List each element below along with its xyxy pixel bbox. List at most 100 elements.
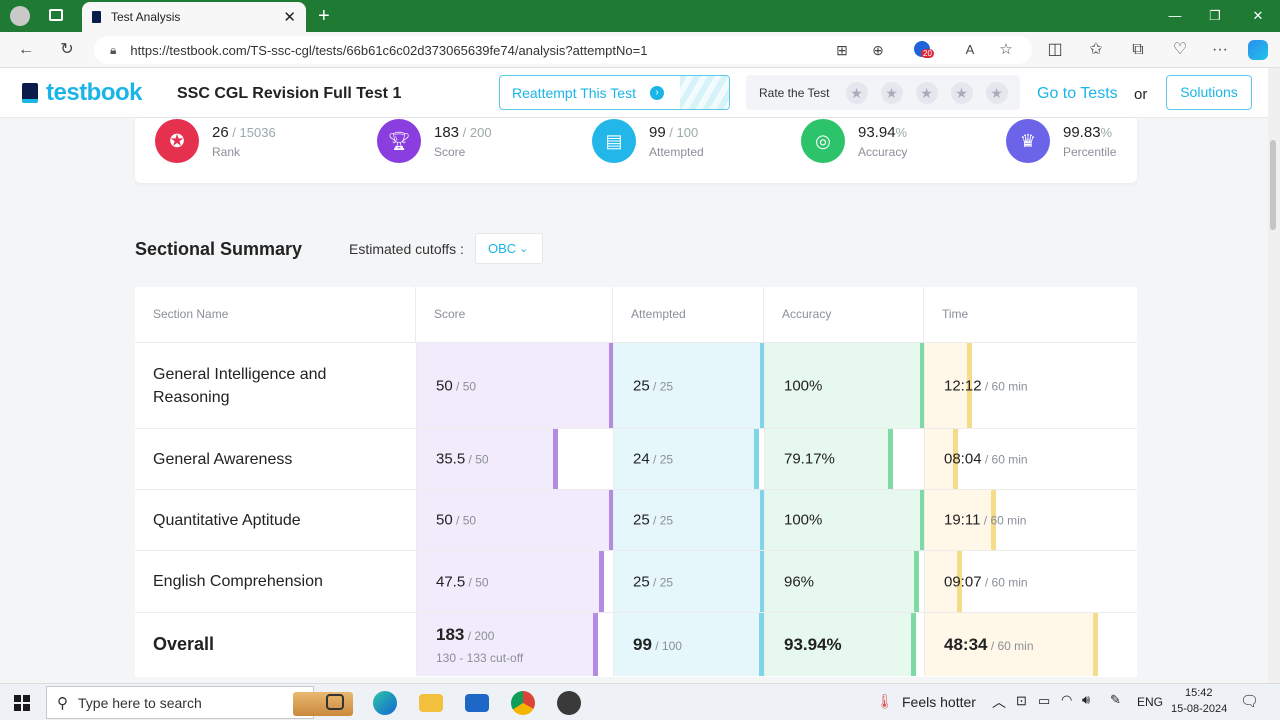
file-explorer-icon[interactable]	[419, 694, 443, 712]
task-view-icon[interactable]	[326, 694, 344, 710]
copilot-icon[interactable]	[1248, 40, 1268, 60]
new-tab-icon[interactable]: +	[318, 5, 330, 27]
volume-icon[interactable]: 🔊︎	[1082, 692, 1091, 707]
stat-total: %	[1100, 124, 1113, 140]
back-icon[interactable]: ←	[18, 41, 34, 58]
time-progress-fill	[925, 429, 953, 489]
decorative-stripe	[680, 76, 729, 109]
rating-star-3-icon[interactable]: ★	[915, 81, 938, 104]
rate-test-box: Rate the Test ★ ★ ★ ★ ★	[746, 75, 1020, 110]
tray-device-icon[interactable]: ⊡	[1016, 693, 1027, 708]
score-cell: 183 / 200 130 - 133 cut-off	[416, 613, 613, 676]
notification-icon[interactable]: 🗨︎	[1240, 693, 1260, 710]
refresh-icon[interactable]: ↻	[60, 41, 74, 58]
wifi-icon[interactable]: ◠	[1061, 692, 1073, 707]
rating-star-2-icon[interactable]: ★	[880, 81, 903, 104]
tab-actions-icon[interactable]	[49, 9, 63, 21]
overall-row: Overall 183 / 200 130 - 133 cut-off 99 / 10…	[135, 612, 1137, 676]
language-indicator[interactable]: ENG	[1137, 695, 1164, 709]
acc-value: 79.17%	[784, 450, 835, 468]
time-progress-marker	[991, 490, 996, 550]
rating-star-1-icon[interactable]: ★	[845, 81, 868, 104]
clock-time[interactable]: 15:42	[1185, 687, 1213, 699]
att-value: 99	[633, 634, 652, 654]
chrome-icon[interactable]	[511, 691, 535, 715]
favorite-star-icon[interactable]: ☆	[999, 41, 1013, 58]
favorites-icon[interactable]: ✩	[1089, 41, 1103, 58]
browser-essentials-icon[interactable]: ♡	[1172, 41, 1188, 58]
collections-icon[interactable]: ⧉	[1132, 41, 1144, 58]
score-total: / 50	[465, 452, 489, 467]
read-aloud-icon[interactable]: A	[965, 42, 975, 57]
reattempt-label: Reattempt This Test	[512, 85, 636, 101]
acc-cell: 100%	[764, 343, 925, 428]
tab-close-icon[interactable]: ✕	[283, 9, 296, 26]
restore-icon[interactable]: ❐	[1209, 8, 1221, 23]
tray-chevron-icon[interactable]: ︿	[992, 694, 1006, 710]
rate-label: Rate the Test	[759, 85, 830, 100]
score-text: 35.5 / 50	[436, 451, 489, 468]
stat-percentile: ♛ 99.83% Percentile	[1006, 118, 1116, 164]
att-total: / 25	[649, 513, 674, 528]
att-progress-fill	[614, 551, 760, 612]
more-menu-icon[interactable]: ···	[1212, 41, 1228, 58]
testbook-logo-icon	[22, 83, 38, 103]
test-name: SSC CGL Revision Full Test 1	[177, 85, 402, 102]
taskbar-search[interactable]: ⚲ Type here to search	[46, 686, 353, 719]
header-section-name: Section Name	[135, 287, 416, 342]
or-text: or	[1134, 86, 1148, 103]
search-icon: ⚲	[57, 694, 68, 712]
time-progress-fill	[925, 490, 991, 550]
att-progress-fill	[614, 429, 754, 489]
app-available-icon[interactable]: ⊞	[836, 42, 848, 58]
edge-app-icon[interactable]	[373, 691, 397, 715]
windows-start-icon[interactable]	[14, 695, 30, 711]
time-progress-marker	[957, 551, 962, 612]
att-value: 25	[633, 573, 650, 590]
stat-accuracy: ◎ 93.94% Accuracy	[801, 118, 907, 164]
close-window-icon[interactable]: ✕	[1252, 8, 1264, 23]
acc-progress-marker	[920, 490, 925, 550]
header-attempted: Attempted	[613, 287, 764, 342]
clock-date[interactable]: 15-08-2024	[1171, 703, 1228, 715]
time-progress-fill	[925, 613, 1093, 676]
scrollbar-thumb[interactable]	[1270, 140, 1276, 230]
score-progress-fill	[417, 490, 609, 550]
mail-icon[interactable]	[465, 694, 489, 712]
score-text: 183 / 200 130 - 133 cut-off	[436, 625, 523, 665]
solutions-button[interactable]: Solutions	[1166, 75, 1252, 110]
sectional-summary-title: Sectional Summary	[135, 239, 303, 259]
profile-avatar[interactable]	[10, 6, 30, 26]
score-progress-marker	[593, 613, 598, 676]
zoom-icon[interactable]: ⊕	[872, 42, 884, 58]
weather-text[interactable]: Feels hotter	[902, 694, 976, 710]
rating-star-4-icon[interactable]: ★	[950, 81, 973, 104]
acc-progress-fill	[765, 429, 888, 489]
cutoff-dropdown[interactable]: OBC ⌄	[475, 233, 543, 264]
score-total: / 200	[464, 628, 495, 643]
time-cell: 19:11 / 60 min	[924, 490, 1137, 550]
reattempt-button[interactable]: Reattempt This Test ›	[499, 75, 730, 110]
browser-tab[interactable]: Test Analysis ✕	[82, 2, 306, 32]
address-bar[interactable]: 🔒︎ https://testbook.com/TS-ssc-cgl/tests…	[94, 36, 1032, 64]
media-app-icon[interactable]	[557, 691, 581, 715]
time-cell: 09:07 / 60 min	[924, 551, 1137, 612]
split-screen-icon[interactable]: ◫	[1047, 41, 1063, 58]
score-progress-marker	[609, 343, 614, 428]
time-text: 09:07 / 60 min	[944, 573, 1028, 590]
testbook-logo[interactable]: testbook	[22, 79, 143, 106]
stat-total: / 15036	[228, 124, 276, 140]
pen-icon[interactable]: ✎	[1110, 692, 1121, 707]
solutions-label: Solutions	[1180, 84, 1238, 100]
acc-progress-fill	[765, 490, 920, 550]
battery-icon[interactable]: ▭	[1038, 693, 1051, 708]
stat-value: 93.94	[858, 123, 896, 141]
time-text: 08:04 / 60 min	[944, 451, 1028, 468]
rating-star-5-icon[interactable]: ★	[985, 81, 1008, 104]
att-cell: 25 / 25	[613, 490, 765, 550]
minimize-icon[interactable]: —	[1168, 8, 1182, 23]
acc-progress-fill	[765, 551, 914, 612]
time-total: / 60 min	[981, 575, 1028, 589]
go-to-tests-link[interactable]: Go to Tests	[1037, 85, 1118, 102]
time-total: / 60 min	[981, 452, 1028, 467]
